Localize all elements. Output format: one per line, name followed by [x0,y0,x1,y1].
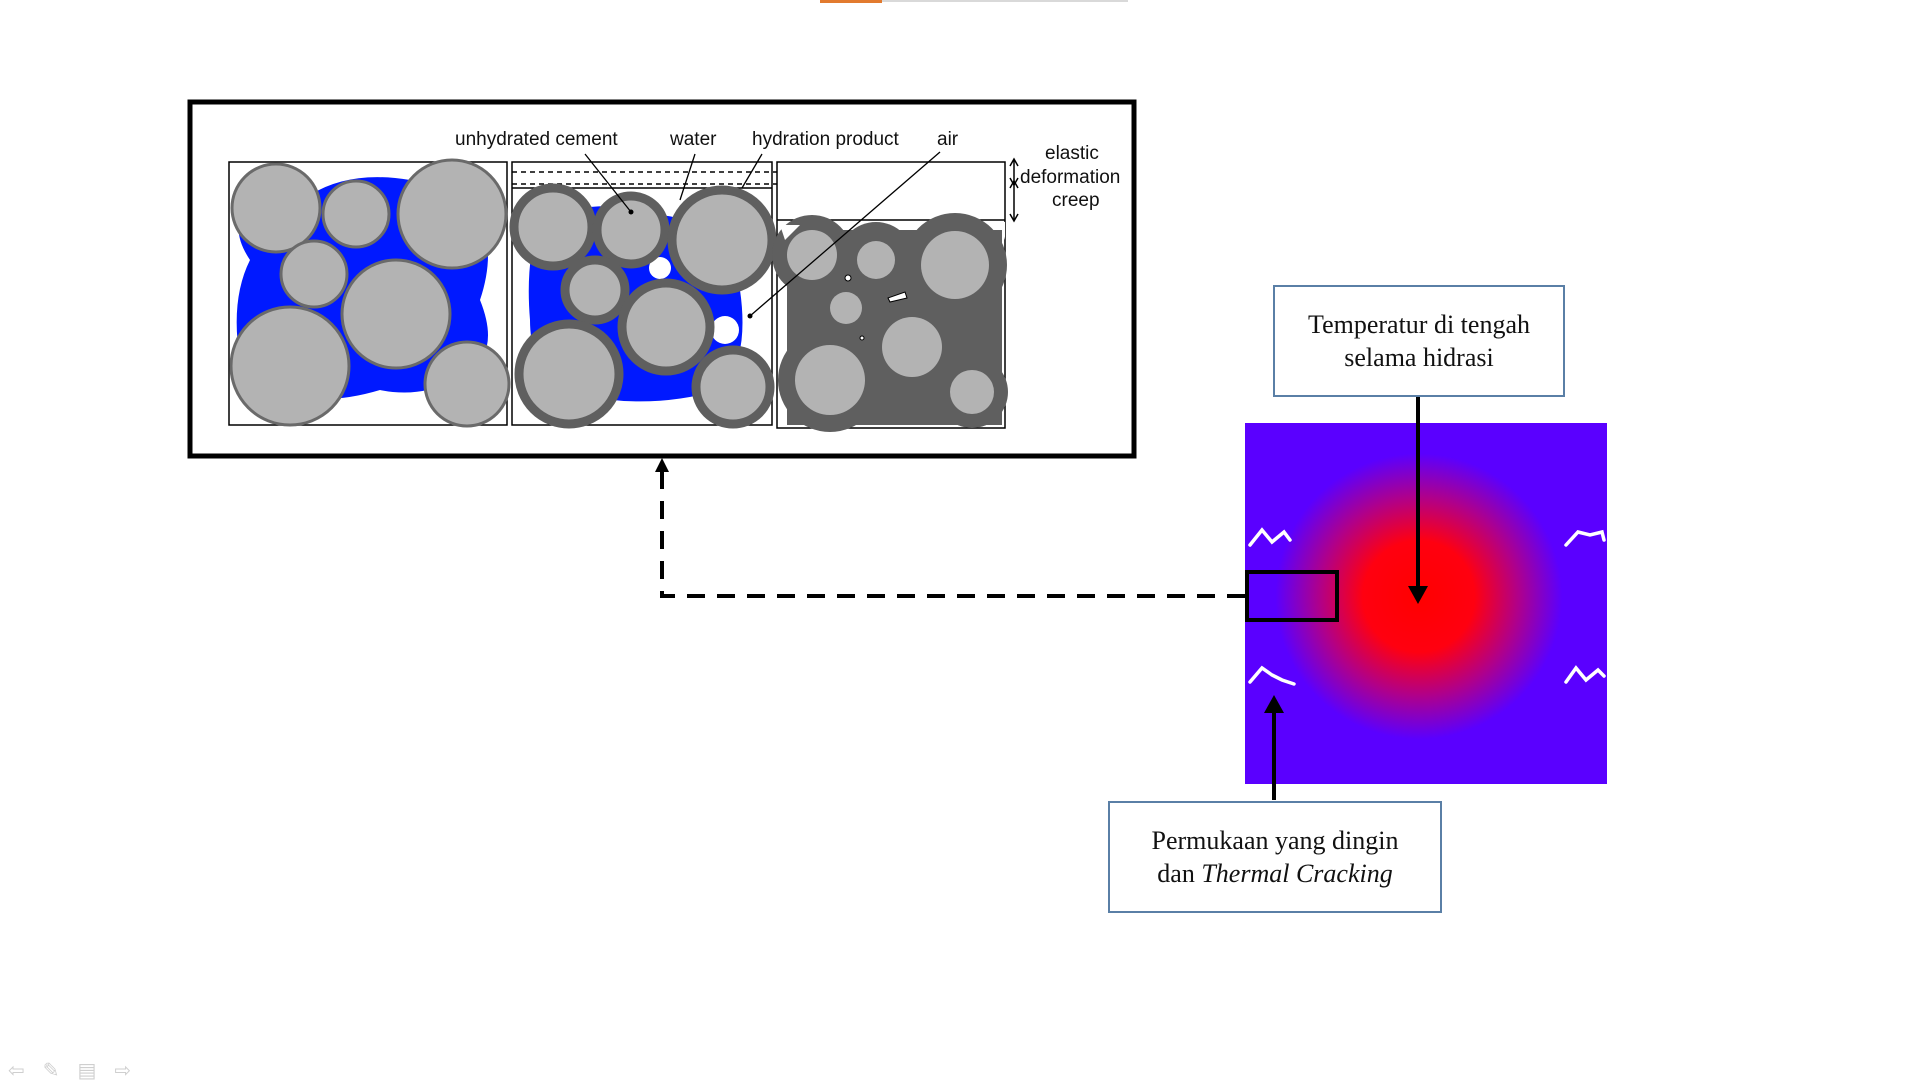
pen-icon[interactable]: ✎ [42,1058,60,1082]
zoom-region-box [1245,570,1339,622]
callout-surface: Permukaan yang dingin dan Thermal Cracki… [1108,801,1442,913]
progress-indicator-active [820,0,882,3]
label-creep: creep [1052,190,1100,211]
thermal-cracking-text: Thermal Cracking [1201,859,1393,888]
label-elastic: elastic [1045,143,1099,164]
callout-surface-line1: Permukaan yang dingin [1151,826,1399,855]
menu-icon[interactable]: ▤ [77,1058,97,1082]
up-arrow-icon [1264,695,1284,713]
thermal-cracks [1248,527,1606,686]
up-arrow-icon [655,458,669,472]
slide-nav: ⇦ ✎ ▤ ⇨ [8,1058,131,1082]
deformation-arrows [1009,157,1019,223]
heatmap-square [1245,423,1607,784]
label-leader-lines [584,151,941,317]
back-arrow-icon[interactable]: ⇦ [8,1058,25,1082]
callout-center-line1: Temperatur di tengah [1308,310,1530,339]
down-arrow-icon [1408,586,1428,604]
label-hydration-product: hydration product [752,129,900,150]
panel-hardened-paste [772,161,1008,432]
temperature-heatmap [1245,423,1607,784]
label-deformation: deformation [1020,167,1120,188]
progress-indicator-track [882,0,1128,2]
panel-fresh-paste [228,158,511,428]
microstructure-figure: unhydrated cement water hydration produc… [187,99,1137,459]
panel-hydrating-paste [509,161,1005,429]
callout-surface-line2: dan Thermal Cracking [1157,859,1393,888]
forward-arrow-icon[interactable]: ⇨ [114,1058,132,1082]
zoom-connector [655,458,1245,598]
label-air: air [937,129,959,150]
callout-center-line2: selama hidrasi [1344,343,1494,372]
label-water: water [669,129,717,150]
callout-center-temperature: Temperatur di tengah selama hidrasi [1273,285,1565,397]
label-unhydrated-cement: unhydrated cement [455,129,618,150]
